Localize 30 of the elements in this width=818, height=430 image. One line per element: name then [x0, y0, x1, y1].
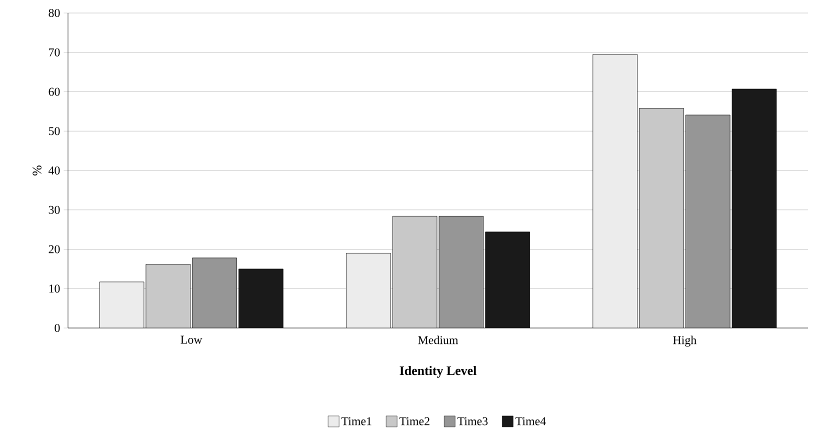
- x-axis-title: Identity Level: [400, 366, 476, 378]
- legend-label: Time2: [399, 417, 430, 426]
- y-tick-label: 70: [49, 48, 60, 56]
- x-tick-label: High: [673, 336, 696, 347]
- bar: [100, 282, 144, 328]
- bar: [392, 216, 438, 328]
- y-tick-label: 20: [48, 245, 60, 254]
- bar: [685, 114, 730, 328]
- bar: [238, 268, 284, 328]
- x-tick-label: Medium: [418, 336, 458, 344]
- legend-label: Time1: [341, 417, 372, 426]
- y-tick-label: 60: [48, 88, 60, 96]
- bar: [146, 264, 190, 328]
- legend-label: Time3: [457, 417, 488, 426]
- x-tick-label: Low: [180, 336, 202, 344]
- bar: [192, 258, 237, 328]
- bar: [485, 232, 530, 328]
- y-tick-label: 0: [54, 324, 60, 332]
- y-tick-label: 50: [48, 127, 60, 136]
- bar: [592, 54, 638, 328]
- y-tick-label: 10: [49, 284, 60, 293]
- y-axis-title: %: [32, 166, 42, 176]
- bar: [346, 253, 391, 328]
- bar: [732, 88, 777, 328]
- bar: [439, 216, 484, 328]
- legend-label: Time4: [516, 417, 546, 426]
- bar: [639, 108, 684, 328]
- y-tick-label: 80: [48, 8, 60, 18]
- y-tick-label: 40: [48, 166, 60, 175]
- y-tick-label: 30: [48, 206, 60, 214]
